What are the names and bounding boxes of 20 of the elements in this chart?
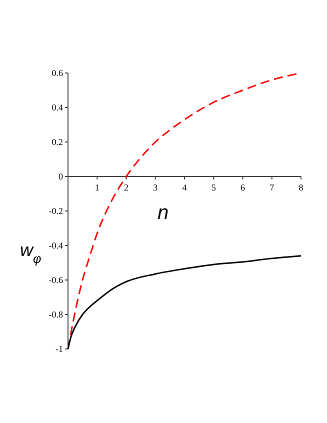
x-tick-label: 7	[270, 182, 275, 192]
y-tick-label: -0.2	[48, 206, 63, 216]
line-series	[67, 255, 302, 350]
y-tick-label: 0.4	[52, 102, 64, 112]
y-tick-label: -0.4	[48, 240, 64, 250]
x-tick-label: 8	[298, 182, 304, 192]
x-tick-label: 4	[182, 182, 188, 192]
x-tick-label: 3	[153, 182, 158, 192]
y-tick-label: 0.6	[52, 68, 64, 78]
y-tick-label: 0	[58, 172, 64, 182]
y-tick-label: 0.2	[52, 137, 63, 147]
x-tick-label: 2	[124, 182, 128, 192]
y-axis-title: w$_{φ}$	[20, 240, 42, 266]
x-tick-label: 1	[94, 182, 100, 192]
y-tick-label: -0.8	[48, 310, 64, 320]
x-tick-label: 5	[211, 182, 216, 192]
y-tick-label: -1	[56, 344, 63, 354]
x-tick-label: 6	[240, 182, 246, 192]
x-axis-title: n	[157, 202, 169, 224]
y-tick-label: -0.6	[48, 275, 64, 285]
